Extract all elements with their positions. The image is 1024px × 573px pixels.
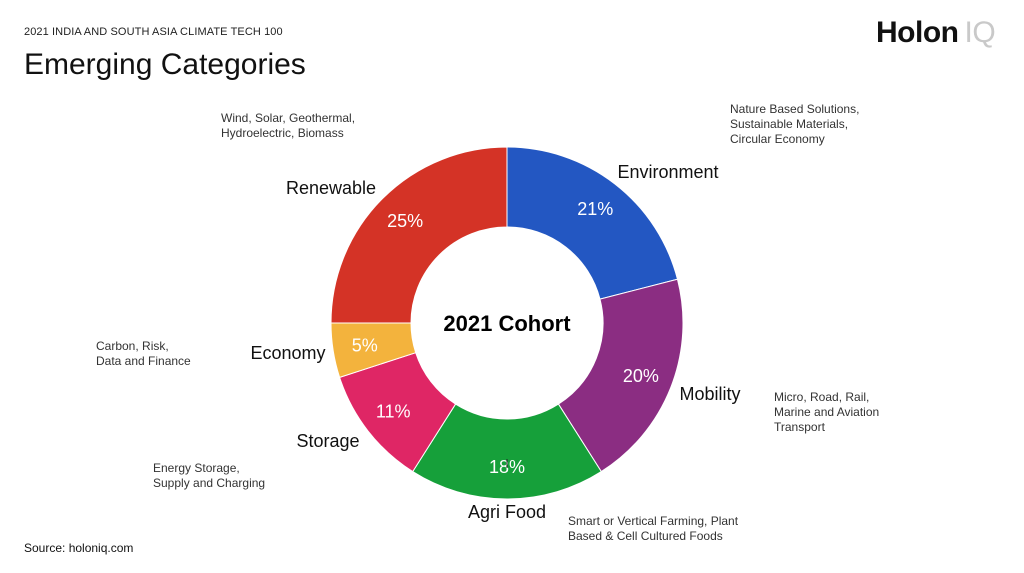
description-agri-food: Smart or Vertical Farming, Plant Based & …: [568, 514, 739, 543]
category-label-storage: Storage: [296, 431, 359, 451]
logo-iq-text: IQ: [964, 16, 996, 49]
percent-label-renewable: 25%: [387, 211, 423, 231]
source-note: Source: holoniq.com: [24, 541, 134, 555]
category-label-renewable: Renewable: [286, 178, 376, 198]
percent-label-environment: 21%: [577, 199, 613, 219]
description-line: Supply and Charging: [153, 476, 265, 490]
description-line: Energy Storage,: [153, 461, 240, 475]
description-line: Micro, Road, Rail,: [774, 390, 869, 404]
category-label-economy: Economy: [250, 343, 325, 363]
category-label-environment: Environment: [617, 162, 718, 182]
description-storage: Energy Storage, Supply and Charging: [153, 461, 265, 490]
description-line: Data and Finance: [96, 354, 191, 368]
description-economy: Carbon, Risk, Data and Finance: [96, 339, 191, 368]
description-line: Nature Based Solutions,: [730, 102, 859, 116]
description-line: Carbon, Risk,: [96, 339, 169, 353]
description-line: Circular Economy: [730, 132, 825, 146]
slice-renewable: [330, 146, 508, 324]
report-supertitle: 2021 INDIA AND SOUTH ASIA CLIMATE TECH 1…: [24, 26, 283, 38]
donut-center-label: 2021 Cohort: [443, 311, 571, 336]
description-line: Hydroelectric, Biomass: [221, 126, 344, 140]
category-labels: Environment Mobility Agri Food Storage Econo…: [250, 162, 740, 522]
slice-environment: [506, 146, 679, 300]
category-label-agri-food: Agri Food: [468, 502, 546, 522]
description-mobility: Micro, Road, Rail, Marine and Aviation Tra…: [774, 390, 879, 434]
description-line: Based & Cell Cultured Foods: [568, 529, 723, 543]
category-label-mobility: Mobility: [679, 384, 740, 404]
donut-slices: [330, 146, 684, 500]
description-line: Smart or Vertical Farming, Plant: [568, 514, 739, 528]
description-line: Wind, Solar, Geothermal,: [221, 111, 355, 125]
slice-mobility: [557, 278, 684, 473]
category-descriptions: Nature Based Solutions, Sustainable Mater…: [96, 102, 879, 543]
holoniq-logo: Holon IQ: [876, 16, 996, 50]
page-title: Emerging Categories: [24, 48, 306, 81]
percent-label-mobility: 20%: [623, 366, 659, 386]
description-environment: Nature Based Solutions, Sustainable Mater…: [730, 102, 859, 146]
slice-percent-labels: 21%20%18%11%5%25%: [352, 199, 659, 477]
description-renewable: Wind, Solar, Geothermal, Hydroelectric, B…: [221, 111, 355, 140]
slice-agri-food: [412, 403, 602, 500]
description-line: Transport: [774, 420, 826, 434]
description-line: Marine and Aviation: [774, 405, 879, 419]
description-line: Sustainable Materials,: [730, 117, 848, 131]
percent-label-economy: 5%: [352, 336, 378, 356]
logo-main-text: Holon: [876, 16, 959, 49]
percent-label-storage: 11%: [376, 401, 411, 421]
